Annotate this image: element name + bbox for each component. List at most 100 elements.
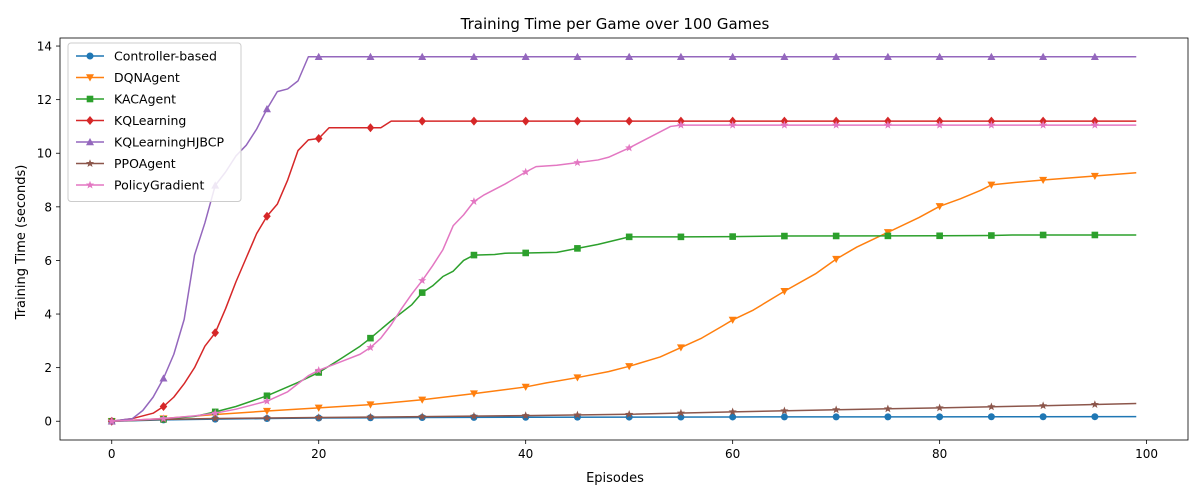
data-point [418, 396, 427, 404]
data-point [107, 416, 116, 425]
data-point [470, 116, 478, 126]
data-point [884, 232, 892, 240]
data-point [883, 52, 892, 60]
data-point [418, 412, 427, 421]
data-point [676, 120, 686, 129]
series-6 [107, 120, 1137, 425]
x-tick-label: 100 [1135, 447, 1158, 461]
data-point [159, 374, 168, 382]
data-point [1090, 172, 1099, 181]
x-axis-label: Episodes [586, 471, 644, 486]
data-point [780, 413, 788, 421]
legend-label: DQNAgent [114, 70, 180, 85]
data-point [832, 413, 840, 421]
data-point [832, 120, 841, 129]
data-point [729, 233, 736, 240]
data-point [211, 414, 220, 423]
data-point [574, 245, 581, 252]
data-point [625, 52, 634, 60]
legend-marker [86, 74, 94, 82]
data-point [366, 123, 375, 133]
data-point [935, 52, 944, 60]
data-point [573, 116, 582, 126]
x-tick-label: 40 [518, 447, 533, 461]
data-point [366, 401, 375, 409]
data-point [314, 413, 323, 421]
legend-marker [85, 180, 95, 189]
axes: 0 20 40 60 80 100 0 2 4 6 8 10 12 14 [37, 37, 1189, 461]
data-point [1039, 413, 1047, 421]
data-point [728, 120, 737, 129]
legend-label: KQLearning [114, 113, 186, 128]
data-point [625, 116, 633, 126]
legend-marker [86, 138, 94, 146]
data-point [1091, 231, 1099, 239]
data-point [521, 116, 530, 126]
data-point [262, 396, 272, 405]
legend-marker [86, 116, 94, 125]
data-point [676, 408, 686, 417]
plot-area [107, 52, 1137, 426]
data-point [469, 197, 479, 205]
data-point [1039, 176, 1048, 185]
data-point [780, 406, 789, 415]
data-point [469, 390, 478, 398]
data-point [211, 328, 220, 338]
y-tick-label: 4 [44, 308, 52, 322]
data-point [987, 52, 996, 60]
data-point [470, 251, 478, 259]
series-line [111, 172, 1137, 422]
series-1 [107, 172, 1137, 426]
data-point [263, 211, 271, 221]
data-point [883, 120, 892, 129]
y-tick-label: 6 [44, 254, 52, 268]
data-point [1090, 52, 1099, 60]
legend-marker [86, 95, 94, 103]
data-point [262, 413, 272, 422]
data-point [262, 105, 271, 113]
data-point [832, 405, 841, 414]
data-point [625, 233, 633, 241]
data-point [988, 232, 995, 239]
chart-title: Training Time per Game over 100 Games [460, 15, 770, 33]
data-point [367, 334, 374, 342]
data-point [676, 52, 685, 60]
legend-item: KACAgent [76, 92, 176, 107]
data-point [366, 343, 375, 352]
series-line [111, 124, 1137, 422]
axes-frame [59, 37, 1189, 441]
data-point [780, 120, 789, 129]
data-point [521, 167, 530, 176]
data-point [935, 120, 944, 129]
y-tick-label: 14 [37, 40, 52, 54]
legend-marker [86, 52, 94, 60]
legend-marker [85, 159, 95, 167]
legend: Controller-based DQNAgent KACAgent KQLearni… [67, 42, 242, 202]
data-point [573, 374, 582, 382]
legend-item: KQLearningHJBCP [76, 135, 224, 150]
series-line [111, 120, 1137, 422]
data-point [314, 52, 323, 60]
legend-label: KACAgent [114, 92, 176, 107]
data-point [521, 52, 530, 60]
data-point [987, 120, 996, 129]
data-point [1039, 120, 1048, 129]
legend-label: PolicyGradient [114, 178, 204, 193]
data-point [314, 134, 323, 143]
series-2 [108, 231, 1137, 425]
series-3 [107, 116, 1137, 426]
data-point [625, 409, 634, 418]
legend-item: PPOAgent [76, 156, 176, 171]
data-point [366, 412, 375, 421]
data-point [832, 232, 840, 240]
data-point [781, 232, 788, 240]
y-tick-label: 8 [44, 200, 52, 214]
data-point [521, 411, 530, 420]
y-tick-label: 2 [44, 361, 52, 375]
data-point [314, 366, 323, 374]
data-point [159, 414, 168, 423]
data-point [987, 402, 996, 411]
data-point [728, 52, 737, 60]
legend-item: KQLearning [76, 113, 186, 128]
